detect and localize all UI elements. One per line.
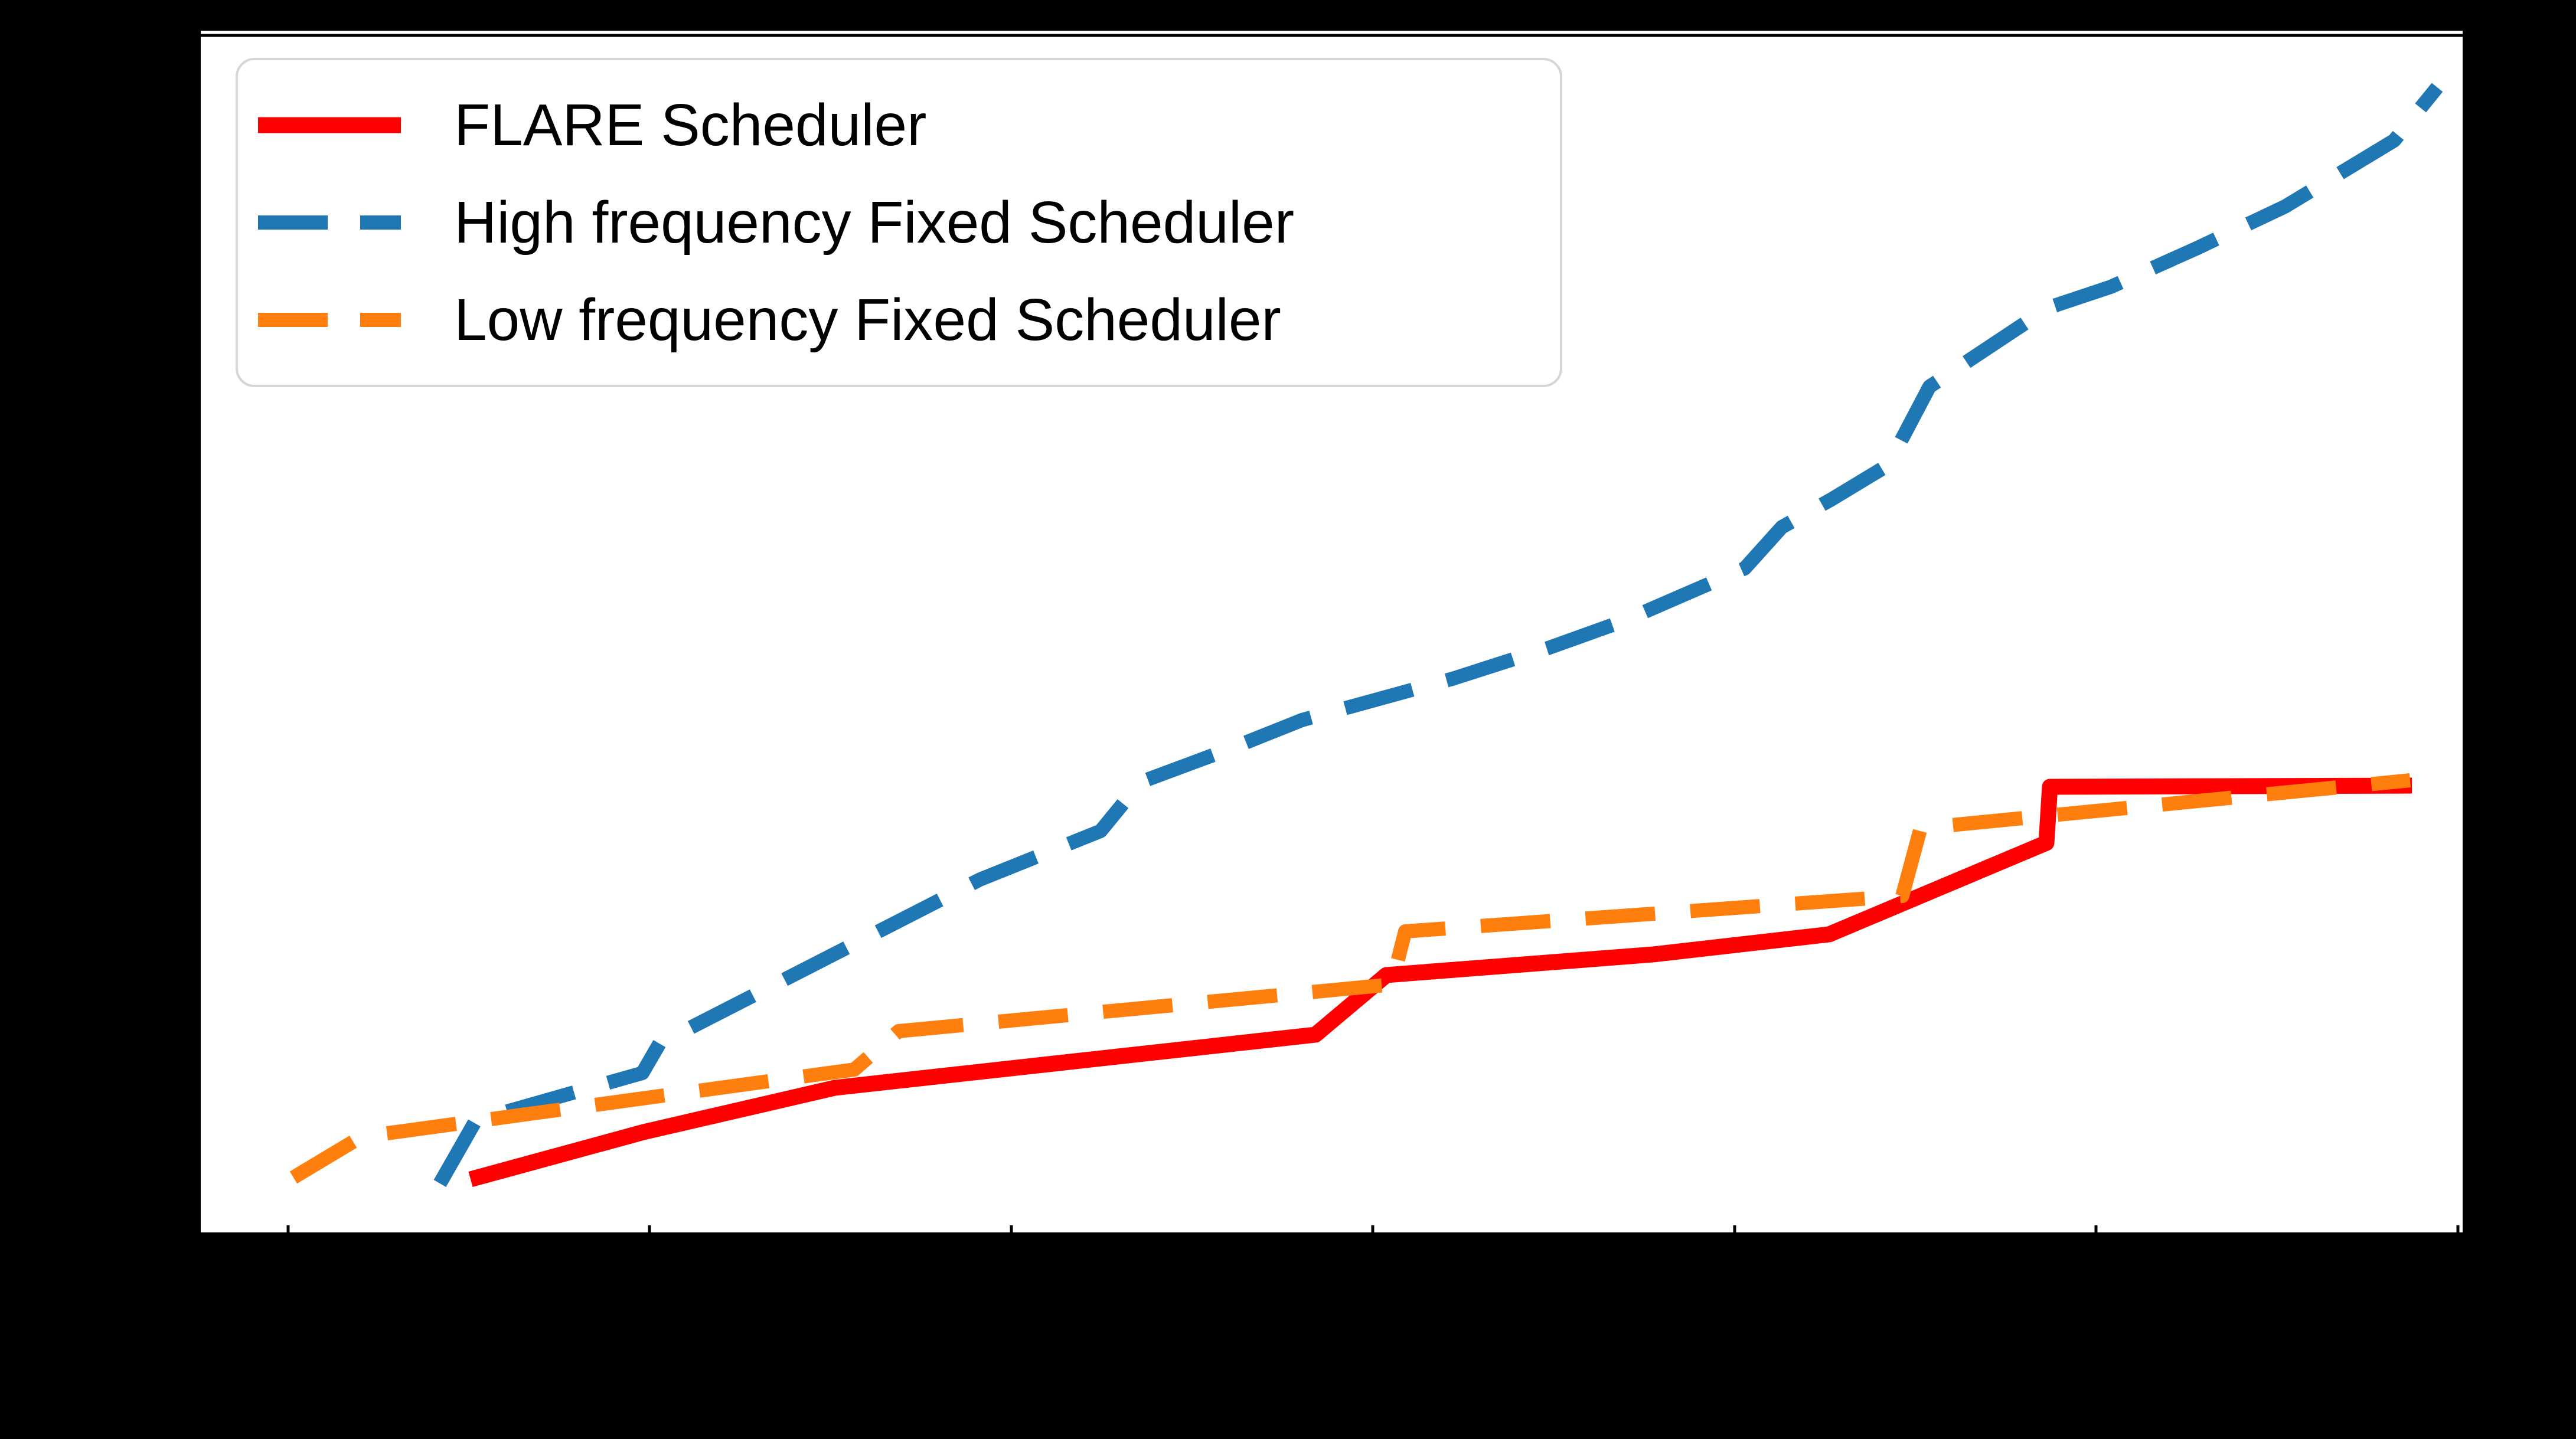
legend-swatch-low-freq-line bbox=[258, 312, 401, 327]
legend-swatch-flare-line bbox=[258, 117, 401, 133]
legend-swatch-high-freq-line bbox=[258, 215, 401, 230]
legend-label-flare: FLARE Scheduler bbox=[454, 92, 927, 159]
legend-item-high-freq: High frequency Fixed Scheduler bbox=[238, 178, 1560, 267]
legend-label-low-freq: Low frequency Fixed Scheduler bbox=[454, 286, 1281, 353]
legend-item-flare: FLARE Scheduler bbox=[238, 81, 1560, 169]
legend-item-low-freq: Low frequency Fixed Scheduler bbox=[238, 276, 1560, 364]
legend: FLARE Scheduler High frequency Fixed Sch… bbox=[236, 58, 1562, 387]
legend-label-high-freq: High frequency Fixed Scheduler bbox=[454, 189, 1294, 256]
